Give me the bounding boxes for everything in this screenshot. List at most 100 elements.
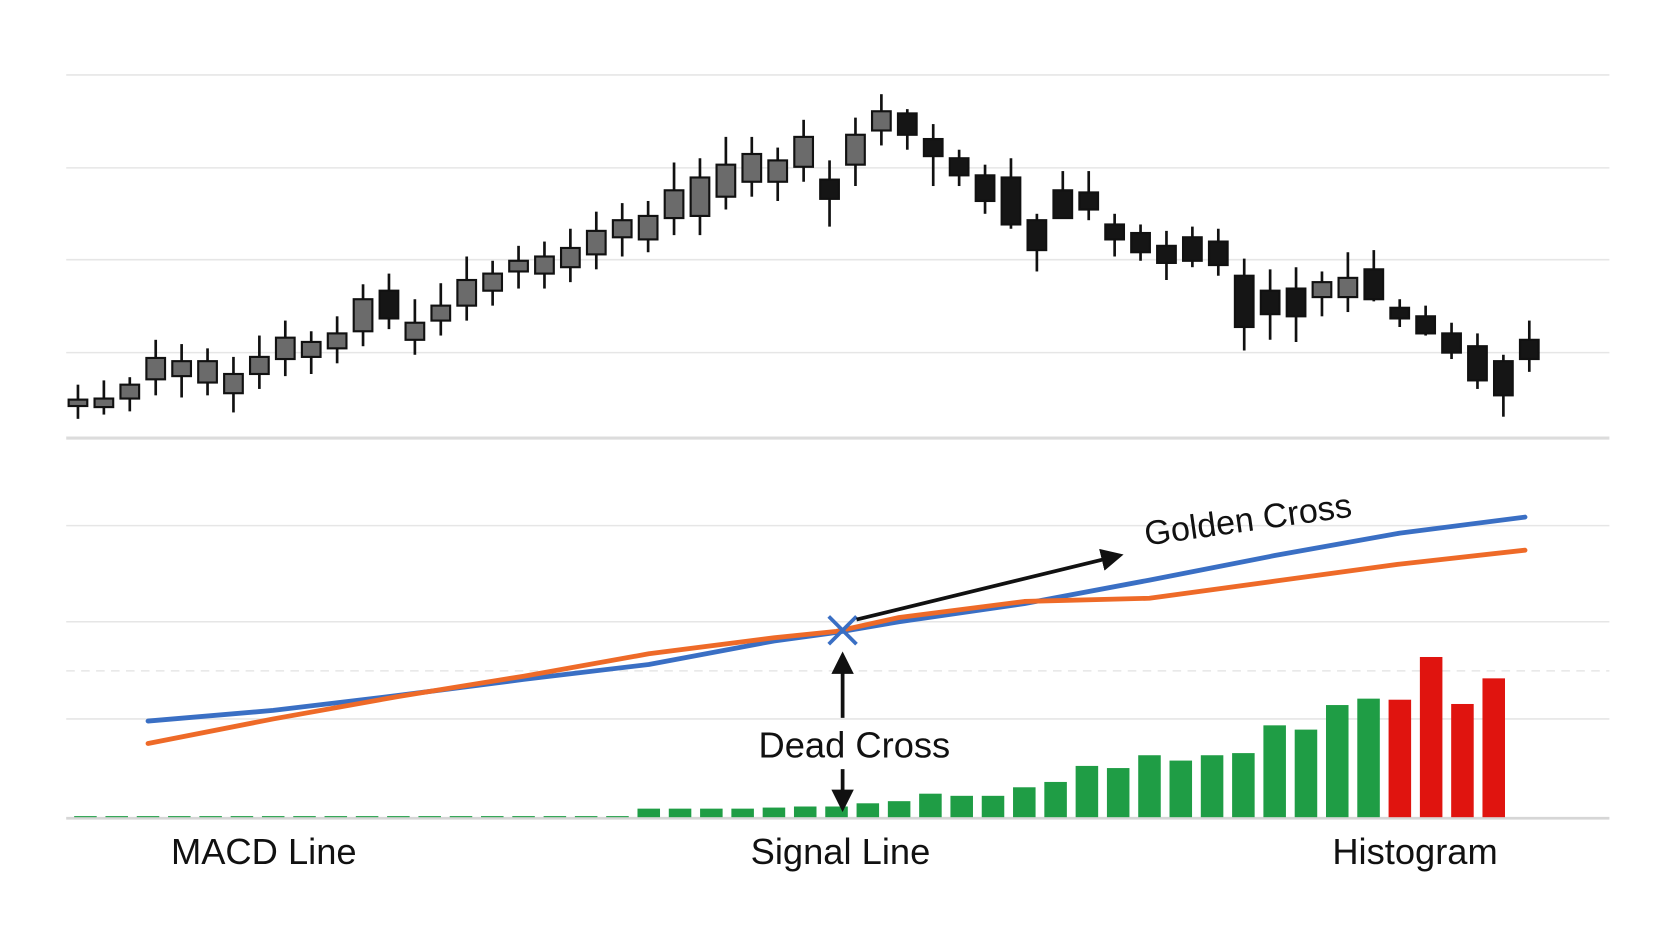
histogram-bar [324, 816, 348, 818]
histogram-bar [950, 795, 973, 818]
marks [67, 94, 1540, 818]
annotation: Dead Cross [759, 724, 951, 765]
histogram-bar [74, 816, 97, 818]
candle-body [1130, 231, 1151, 254]
histogram-bar [981, 795, 1005, 818]
candle-body [1026, 219, 1048, 252]
candle-body [1518, 338, 1540, 361]
histogram-bar [700, 808, 723, 818]
histogram-bar [1294, 729, 1318, 818]
histogram-bar [919, 793, 942, 818]
histogram-bar [887, 801, 911, 818]
cross-marker [827, 615, 858, 646]
candle-body [456, 278, 478, 307]
histogram-bar [199, 816, 222, 818]
histogram-bar [574, 816, 598, 818]
histogram-bar [136, 816, 160, 818]
candle-body [352, 298, 374, 333]
candle-body [508, 259, 529, 273]
candle-body [559, 246, 581, 269]
candle-body [948, 157, 970, 177]
candle-body [197, 360, 218, 384]
candle-body [404, 321, 426, 341]
annotation: Golden Cross [1142, 487, 1354, 554]
histogram-bar [418, 816, 441, 818]
candle-body [430, 304, 452, 322]
candle-body [1259, 289, 1281, 316]
series-label: Signal Line [751, 831, 931, 872]
histogram-bar [449, 816, 473, 818]
candle-body [1156, 244, 1177, 264]
histogram-bar [762, 807, 786, 818]
histogram-bar [1200, 755, 1224, 818]
candle-body [637, 214, 659, 241]
line-series [145, 514, 1528, 724]
line-series [145, 547, 1528, 746]
candle-body [767, 159, 789, 183]
candle-body [896, 112, 918, 136]
candle-body [145, 356, 167, 381]
histogram-bar [481, 816, 504, 818]
histogram-bar [731, 808, 754, 818]
candle-body [922, 137, 944, 158]
histogram-bar [1075, 765, 1099, 818]
candle-body [741, 152, 763, 183]
histogram-bar [230, 816, 254, 818]
candle-body [534, 255, 555, 275]
candle-body [819, 178, 840, 200]
candle-body [715, 163, 737, 198]
candle-body [1233, 274, 1255, 329]
histogram-bar [637, 808, 661, 818]
histogram-bar [606, 816, 629, 818]
candle-body [378, 289, 400, 320]
histogram-bar [1263, 725, 1286, 818]
histogram-bar [856, 803, 880, 818]
candle-body [870, 110, 892, 132]
histogram-bar [543, 816, 567, 818]
histogram-bar [1169, 760, 1193, 818]
histogram-bar [793, 806, 817, 818]
candle-body [1363, 268, 1385, 301]
candle-body [482, 272, 504, 292]
candle-body [1467, 345, 1488, 382]
candle-body [171, 360, 193, 378]
histogram-bar [261, 816, 285, 818]
histogram-bar [825, 806, 848, 818]
histogram-bar [355, 816, 379, 818]
grid [66, 74, 1610, 820]
histogram-bar [1388, 699, 1412, 818]
candle-body [1078, 191, 1100, 211]
candle-body [67, 398, 89, 408]
candle-body [845, 133, 866, 166]
candle-body [663, 189, 685, 220]
candle-body [93, 397, 115, 409]
candle-body [1492, 360, 1514, 397]
series-label: Histogram [1332, 831, 1497, 872]
candle-body [1415, 315, 1437, 335]
candle-body [1207, 240, 1229, 267]
candle-body [611, 219, 633, 239]
candle-body [1285, 287, 1307, 318]
histogram-bar [1138, 755, 1161, 818]
candle-body [585, 229, 607, 256]
candle-body [274, 336, 296, 361]
candle-body [326, 332, 348, 350]
candle-body [974, 174, 996, 203]
candle-body [793, 135, 815, 168]
histogram-bar [1451, 703, 1474, 818]
histogram-bar [1419, 656, 1443, 818]
histogram-bar [668, 808, 692, 818]
candle-body [1441, 332, 1462, 354]
candle-body [248, 355, 270, 376]
candle-body [119, 383, 141, 400]
histogram-bar [1482, 678, 1506, 818]
candle-body [1052, 189, 1074, 220]
histogram-bar [105, 816, 128, 818]
candle-body [1000, 176, 1022, 226]
histogram-bar [1232, 753, 1255, 818]
candle-body [1181, 236, 1203, 262]
series-label: MACD Line [171, 831, 357, 872]
histogram-bar [1013, 787, 1036, 818]
